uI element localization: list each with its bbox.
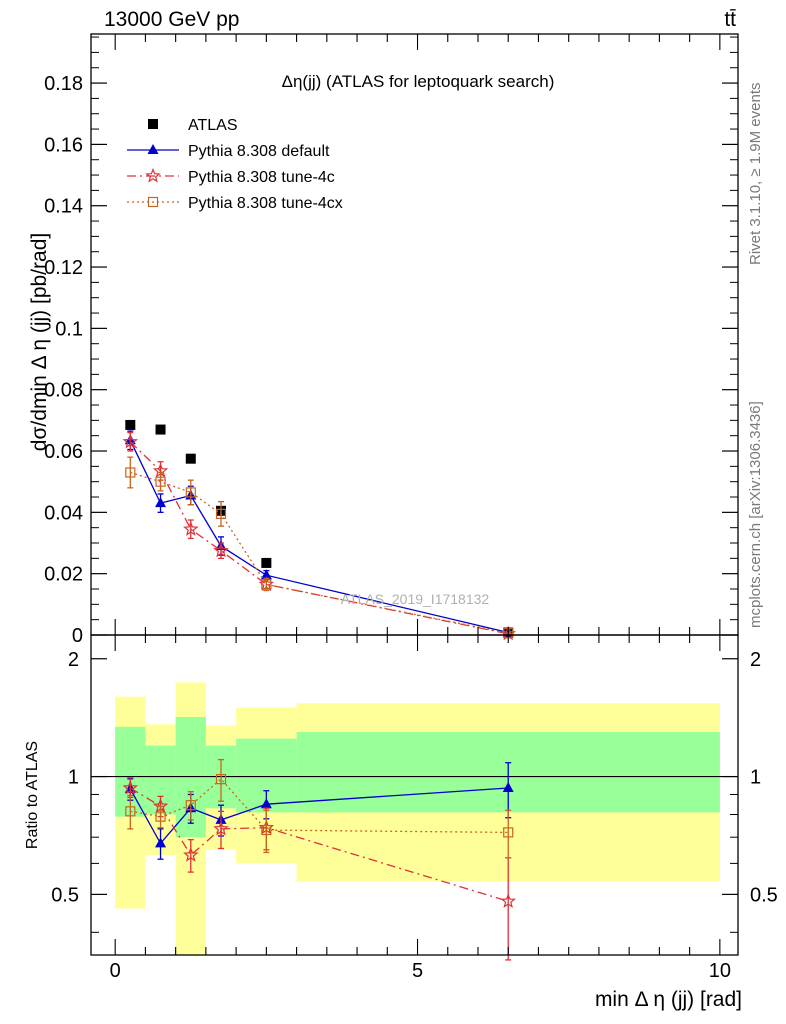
x-axis-title: min Δ η (jj) [rad]	[595, 988, 742, 1011]
main-atlas-point	[185, 453, 196, 464]
ratio-tune4cx-point	[155, 811, 166, 822]
main-y-axis-title: dσ/dmin Δ η (jj) [pb/rad]	[28, 233, 51, 451]
ratio-y-tick-label: 1	[68, 767, 79, 789]
ratio-default-point	[502, 781, 514, 792]
ratio-y-tick-label-right: 0.5	[750, 884, 778, 906]
main-y-tick-label: 0.06	[44, 441, 83, 463]
ratio-uncertainty-bands	[91, 682, 738, 955]
main-plot-data	[122, 419, 516, 641]
legend-tune4c-marker	[145, 167, 161, 183]
main-atlas-point	[125, 419, 136, 430]
legend-tune4cx-marker	[147, 196, 159, 208]
main-y-tick-label: 0.16	[44, 134, 83, 156]
main-y-tick-label: 0.02	[44, 564, 83, 586]
ratio-y-tick-label: 2	[68, 649, 79, 671]
ratio-y-tick-label-right: 1	[750, 767, 761, 789]
main-tune4cx-point	[155, 476, 166, 487]
legend: ATLAS Pythia 8.308 default Pythia 8.308 tu…	[127, 117, 343, 212]
legend-atlas-marker	[148, 119, 158, 129]
ratio-plot-panel: 0.5 0.5 1 1 2 2 0 5 10 Ratio to ATLAS min Δ η (j…	[24, 634, 778, 1011]
x-tick-label: 10	[709, 960, 731, 982]
ratio-tune4cx-point	[185, 800, 196, 811]
ratio-y-tick-label: 0.5	[51, 884, 79, 906]
main-plot-panel: 0.02 0.04 0.06 0.08 0.1 0.12 0.14 0.16 0.18 0 Δη(…	[28, 33, 739, 647]
main-y-tick-label: 0.12	[44, 257, 83, 279]
legend-default-marker	[147, 144, 159, 154]
main-tune4c-point	[122, 433, 139, 449]
main-atlas-point	[155, 424, 166, 435]
main-default-line	[129, 440, 509, 634]
rivet-label: Rivet 3.1.10, ≥ 1.9M events	[747, 83, 764, 266]
ratio-tune4cx-point	[125, 806, 136, 817]
ratio-plot-axes: 0.5 0.5 1 1 2 2 0 5 10	[51, 634, 778, 982]
legend-tune4cx-label: Pythia 8.308 tune-4cx	[188, 195, 343, 212]
main-y-tick-label: 0	[72, 625, 83, 647]
ratio-tune4cx-point	[261, 824, 272, 836]
ratio-tune4c-point	[213, 820, 229, 836]
main-tune4cx-point	[215, 508, 227, 519]
legend-atlas-label: ATLAS	[188, 117, 238, 134]
main-tune4cx-point	[185, 487, 196, 498]
analysis-watermark: ATLAS_2019_I1718132	[341, 591, 490, 607]
energy-label: 13000 GeV pp	[104, 8, 239, 31]
ratio-default-point	[155, 837, 167, 848]
ratio-default-line	[129, 787, 509, 845]
x-tick-label: 5	[412, 960, 423, 982]
ratio-plot-data	[122, 758, 516, 961]
main-y-tick-label: 0.1	[55, 318, 83, 340]
main-y-tick-label: 0.18	[44, 73, 83, 95]
ratio-default-point	[260, 798, 272, 809]
main-tune4cx-point	[261, 579, 272, 590]
ratio-tune4cx-point	[503, 827, 514, 838]
legend-default-label: Pythia 8.308 default	[188, 143, 330, 160]
ratio-tune4cx-point	[215, 774, 227, 785]
main-default-point	[260, 569, 272, 580]
mcplots-label: mcplots.cern.ch [arXiv:1306.3436]	[747, 401, 764, 628]
ratio-y-tick-label-right: 2	[750, 649, 761, 671]
main-y-tick-label: 0.04	[44, 502, 83, 524]
main-tune4c-point	[183, 521, 199, 536]
ratio-y-axis-title: Ratio to ATLAS	[24, 741, 41, 849]
ratio-plot-frame	[90, 634, 739, 956]
main-atlas-point	[261, 557, 272, 568]
main-y-tick-label: 0.08	[44, 380, 83, 402]
main-tune4c-point	[213, 542, 229, 558]
ratio-tune4c-point	[183, 846, 199, 862]
process-label: tt̄	[724, 8, 736, 31]
main-tune4cx-point	[125, 467, 136, 478]
legend-tune4c-label: Pythia 8.308 tune-4c	[188, 169, 335, 186]
main-y-tick-label: 0.14	[44, 196, 83, 218]
main-default-point	[155, 497, 167, 508]
x-tick-label: 0	[110, 960, 121, 982]
ratio-tune4c-point	[500, 893, 516, 908]
plot-title: Δη(jj) (ATLAS for leptoquark search)	[282, 72, 555, 91]
ratio-tune4c-point	[122, 779, 139, 795]
